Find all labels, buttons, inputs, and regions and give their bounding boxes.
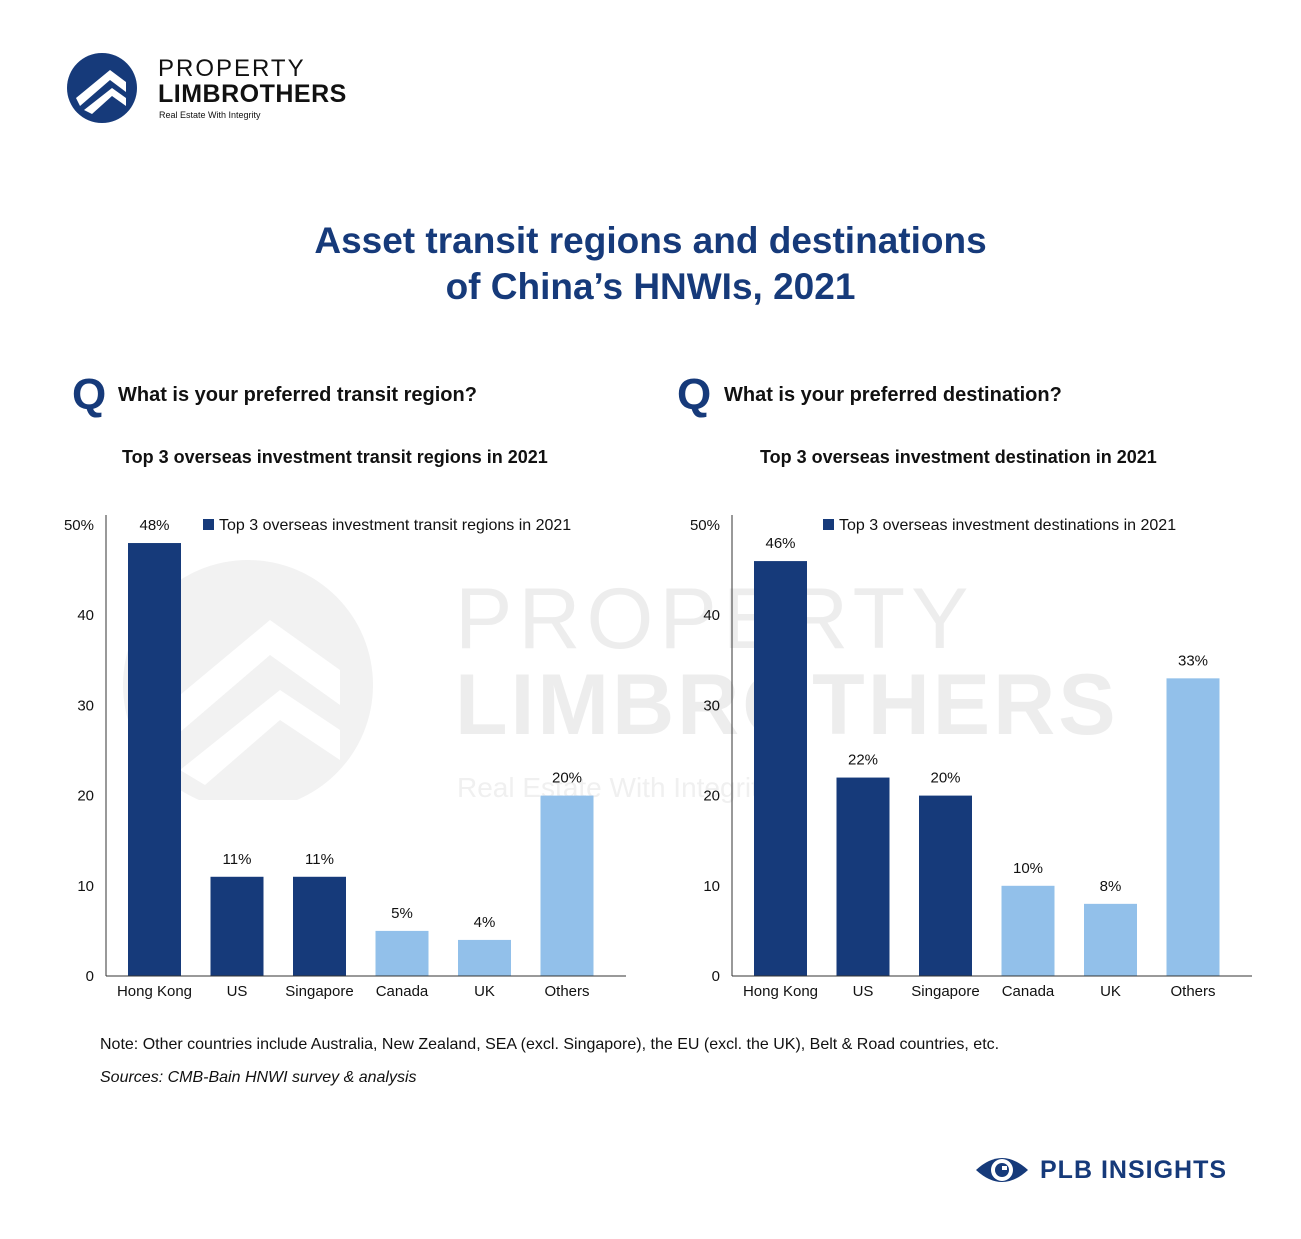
x-tick-label: UK <box>474 983 495 1000</box>
data-label: 4% <box>474 914 496 931</box>
x-tick-label: UK <box>1100 983 1121 1000</box>
y-tick-label: 50% <box>64 517 94 534</box>
page-title-line2: of China’s HNWIs, 2021 <box>445 266 856 307</box>
y-tick-label: 10 <box>77 878 94 895</box>
y-tick-label: 10 <box>703 878 720 895</box>
y-tick-label: 40 <box>77 607 94 624</box>
page-title-line1: Asset transit regions and destinations <box>314 220 987 261</box>
footnote: Note: Other countries include Australia,… <box>100 1036 1000 1053</box>
sources: Sources: CMB-Bain HNWI survey & analysis <box>100 1069 417 1086</box>
data-label: 20% <box>930 770 960 787</box>
bar-us <box>210 876 264 976</box>
bar-chart-destination-svg: 0 10 20 30 40 50% 46% Hong Kong 22% US 20% Singapor… <box>690 515 1252 1000</box>
data-label: 10% <box>1013 860 1043 877</box>
x-tick-label: Canada <box>1002 983 1055 1000</box>
y-tick-label: 0 <box>86 968 94 985</box>
y-tick-label: 30 <box>703 697 720 714</box>
bar-singapore <box>919 795 972 976</box>
bar-chart-transit: 0 10 20 30 40 50% 48% Hong Kong 11% US 11% Singapor… <box>60 495 680 1015</box>
question-mark-right: Q <box>677 370 712 419</box>
data-label: 11% <box>305 851 334 868</box>
bar-others <box>540 795 594 976</box>
legend-swatch <box>823 519 834 530</box>
brand-logo: PROPERTY LIMBROTHERS Real Estate With In… <box>66 52 386 124</box>
bar-hong-kong <box>128 543 181 976</box>
data-label: 8% <box>1100 878 1122 895</box>
bar-singapore <box>293 876 346 976</box>
bar-uk <box>1084 903 1137 976</box>
y-tick-label: 20 <box>77 788 94 805</box>
y-tick-label: 50% <box>690 517 720 534</box>
bar-canada <box>1001 885 1055 976</box>
bar-us <box>836 777 890 976</box>
x-tick-label: Hong Kong <box>117 983 192 1000</box>
data-label: 20% <box>552 770 582 787</box>
x-tick-label: Singapore <box>285 983 353 1000</box>
brand-logo-icon <box>67 53 137 123</box>
bar-chart-destination: 0 10 20 30 40 50% 46% Hong Kong 22% US 20% Singapor… <box>686 495 1301 1015</box>
brand-tagline: Real Estate With Integrity <box>159 110 261 120</box>
legend-label: Top 3 overseas investment destinations i… <box>839 517 1176 534</box>
legend-swatch <box>203 519 214 530</box>
x-tick-label: Canada <box>376 983 429 1000</box>
x-tick-label: US <box>227 983 248 1000</box>
x-tick-label: Hong Kong <box>743 983 818 1000</box>
data-label: 22% <box>848 752 878 769</box>
bar-others <box>1166 678 1220 976</box>
question-mark-left: Q <box>72 370 107 419</box>
bar-chart-transit-svg: 0 10 20 30 40 50% 48% Hong Kong 11% US 11% Singapor… <box>64 515 626 1000</box>
chart-subtitle-right: Top 3 overseas investment destination in… <box>760 447 1157 467</box>
y-tick-label: 30 <box>77 697 94 714</box>
data-label: 5% <box>391 905 413 922</box>
data-label: 48% <box>139 517 169 534</box>
footer-brand-text: PLB INSIGHTS <box>1040 1156 1228 1184</box>
legend-label: Top 3 overseas investment transit region… <box>219 517 571 534</box>
bar-hong-kong <box>754 561 807 976</box>
x-tick-label: Others <box>544 983 589 1000</box>
y-tick-label: 0 <box>712 968 720 985</box>
data-label: 33% <box>1178 652 1208 669</box>
chart-subtitle-left: Top 3 overseas investment transit region… <box>122 447 548 467</box>
x-tick-label: Others <box>1170 983 1215 1000</box>
bar-uk <box>458 939 511 976</box>
y-tick-label: 40 <box>703 607 720 624</box>
bar-canada <box>375 930 429 976</box>
brand-name-line1: PROPERTY <box>158 55 306 82</box>
brand-name-line2: LIMBROTHERS <box>158 80 347 108</box>
y-tick-label: 20 <box>703 788 720 805</box>
question-left: What is your preferred transit region? <box>118 384 477 406</box>
x-tick-label: US <box>853 983 874 1000</box>
eye-icon <box>976 1158 1028 1182</box>
footer-brand: PLB INSIGHTS <box>974 1152 1254 1192</box>
x-tick-label: Singapore <box>911 983 979 1000</box>
question-right: What is your preferred destination? <box>724 384 1062 406</box>
data-label: 46% <box>765 535 795 552</box>
data-label: 11% <box>223 851 252 868</box>
